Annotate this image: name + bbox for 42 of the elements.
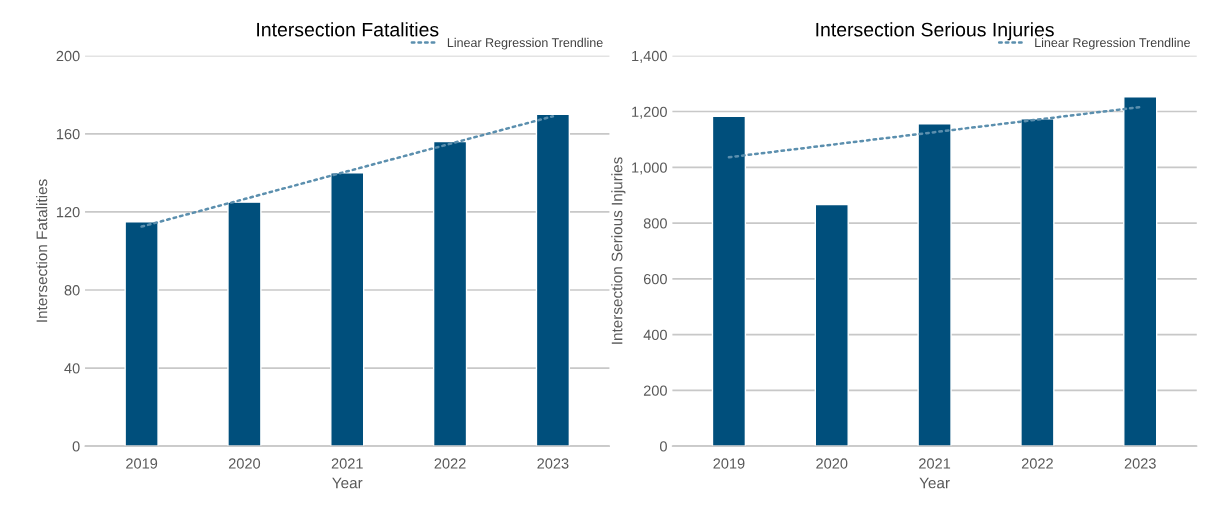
y-tick-label: 80 <box>64 285 80 296</box>
legend-label: Linear Regression Trendline <box>447 37 603 50</box>
y-tick-label: 1,000 <box>632 162 667 175</box>
x-tick-label: 2020 <box>816 458 848 469</box>
y-tick-label: 600 <box>643 273 667 285</box>
y-tick-label: 200 <box>643 385 667 396</box>
bar <box>1020 118 1055 447</box>
x-tick-label: 2020 <box>228 458 261 469</box>
x-tick-label: 2019 <box>126 458 158 469</box>
bar <box>711 115 747 447</box>
y-tick-label: 800 <box>643 218 667 229</box>
x-axis-title: Year <box>332 477 363 489</box>
line-series <box>140 115 555 228</box>
bar <box>227 201 262 447</box>
bar <box>124 220 159 447</box>
y-tick-label: 0 <box>659 441 667 452</box>
line-series <box>727 105 1142 159</box>
y-tick-label: 0 <box>72 441 80 452</box>
y-tick-label: 120 <box>56 207 80 218</box>
bar <box>535 113 571 447</box>
y-tick-label: 160 <box>56 128 80 140</box>
bar <box>432 140 468 447</box>
x-tick-label: 2021 <box>919 458 951 469</box>
y-tick-label: 400 <box>643 329 667 341</box>
x-tick-label: 2021 <box>331 458 363 469</box>
x-tick-label: 2022 <box>1021 458 1053 469</box>
bar <box>1123 96 1158 447</box>
x-axis-title: Year <box>919 477 950 489</box>
x-tick-label: 2023 <box>1124 458 1156 469</box>
bar <box>330 172 365 447</box>
bar <box>814 203 849 447</box>
y-axis-title: Intersection Fatalities <box>36 179 48 322</box>
y-tick-label: 1,200 <box>632 106 667 119</box>
y-axis-title: Intersection Serious Injuries <box>611 157 626 344</box>
y-tick-label: 200 <box>56 50 80 62</box>
x-tick-label: 2019 <box>713 458 745 469</box>
y-tick-label: 40 <box>64 363 80 374</box>
chart-title: Intersection Fatalities <box>257 22 439 37</box>
bar <box>917 123 952 447</box>
x-tick-label: 2023 <box>537 458 569 469</box>
y-tick-label: 1,400 <box>632 50 667 63</box>
x-tick-label: 2022 <box>434 458 466 469</box>
